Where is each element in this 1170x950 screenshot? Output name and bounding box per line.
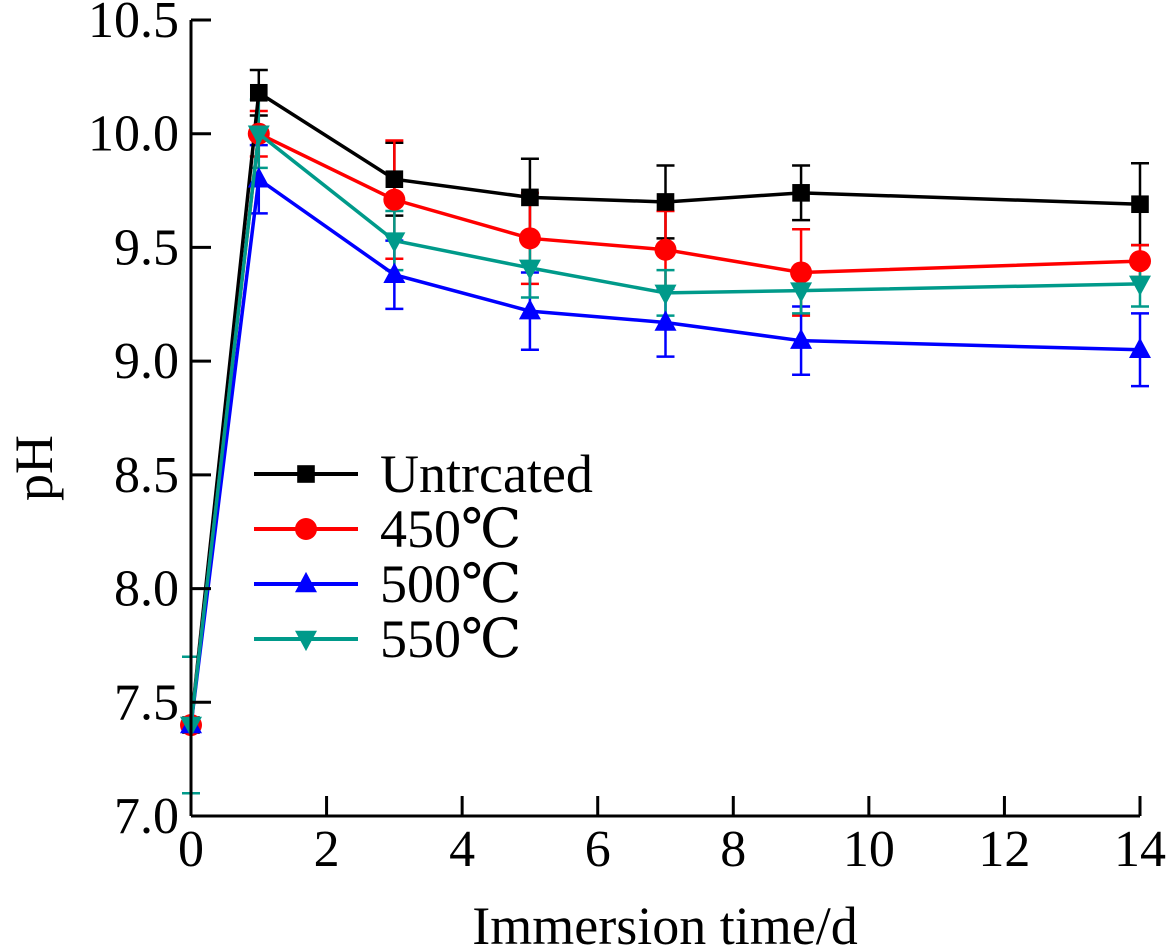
data-point [790,261,813,284]
data-point [249,83,268,102]
x-tick-label: 0 [178,821,204,878]
y-tick-label: 7.5 [114,674,179,731]
legend-marker [295,518,317,540]
data-point [790,328,813,349]
legend-label: Untrcated [380,444,593,504]
data-point [385,170,404,188]
data-point [1129,250,1151,273]
data-point [518,227,541,250]
data-point [518,299,541,320]
x-tick-label: 14 [1114,821,1166,878]
x-axis-label: Immersion time/d [472,896,857,950]
y-tick-label: 8.5 [114,447,179,504]
data-point [383,188,406,211]
data-point [790,282,813,303]
x-tick-label: 6 [585,821,611,878]
data-point [1129,275,1151,296]
x-tick-label: 10 [843,821,895,878]
data-point [383,262,406,283]
data-point [654,284,677,306]
data-point [654,310,677,331]
y-tick-label: 9.5 [114,219,179,276]
data-point [521,188,539,207]
series-layer [180,83,1151,738]
error-bars-layer [182,68,1149,795]
y-tick-label: 7.0 [114,788,179,845]
data-point [654,238,677,261]
x-tick-label: 2 [314,821,340,878]
data-point [792,184,810,202]
axes-layer [189,20,1140,818]
y-tick-label: 10.0 [88,106,179,163]
data-point [1129,337,1151,359]
data-point [383,232,406,253]
y-axis-label: pH [4,435,64,501]
y-tick-label: 9.0 [114,333,179,390]
x-tick-label: 8 [720,821,746,878]
y-tick-label: 8.0 [114,561,179,618]
data-point [1131,195,1149,214]
x-tick-label: 12 [978,821,1030,878]
data-point [518,259,541,280]
data-point [247,125,270,146]
legend-label: 500℃ [380,554,521,614]
legend-label: 550℃ [380,609,521,669]
legend-marker [295,571,317,593]
legend-marker [295,630,317,652]
x-tick-label: 4 [449,821,475,878]
ticks-layer: 0 2 4 6 8 10 12 14 7.0 7.5 8.0 8.5 9.0 9.5 10.0 10.5 [88,0,1166,878]
y-tick-label: 10.5 [88,0,179,49]
data-point [656,193,675,211]
legend-marker [297,465,315,483]
legend-label: 450℃ [380,499,521,559]
